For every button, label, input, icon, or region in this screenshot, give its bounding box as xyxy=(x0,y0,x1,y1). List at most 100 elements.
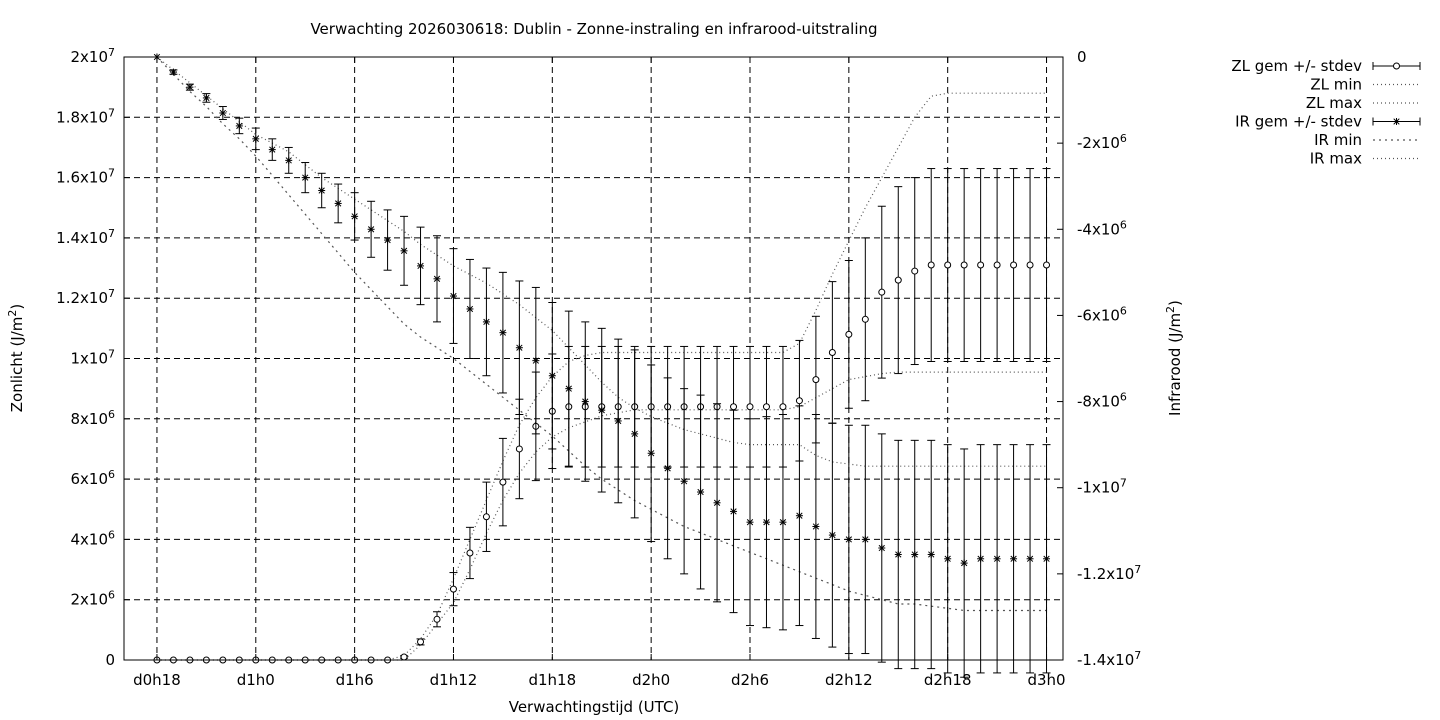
data-point xyxy=(894,276,902,284)
data-point xyxy=(878,544,886,552)
y-right-tick-label: -1x107 xyxy=(1077,477,1127,497)
data-point xyxy=(861,535,869,543)
y-label-left-text: Zonlicht (J/m2) xyxy=(6,304,26,413)
star-stroke xyxy=(269,146,276,153)
data-point xyxy=(219,109,227,117)
data-point xyxy=(795,512,803,520)
legend-label: ZL min xyxy=(1310,76,1362,94)
data-point xyxy=(334,199,342,207)
star-stroke xyxy=(878,544,885,552)
legend-entry: ZL min xyxy=(1310,76,1420,94)
data-point xyxy=(169,68,177,76)
data-point xyxy=(680,477,688,485)
star-stroke xyxy=(367,226,375,233)
x-tick-label: d2h0 xyxy=(632,671,670,689)
star-stroke xyxy=(697,488,704,496)
data-point xyxy=(1043,261,1051,269)
data-point xyxy=(614,417,622,425)
data-point xyxy=(713,499,721,507)
legend-entry: IR gem +/- stdev xyxy=(1235,113,1421,131)
y-left-tick-label: 2x107 xyxy=(70,46,115,66)
y-axis-label-left: Zonlicht (J/m2) xyxy=(6,304,26,413)
x-tick-label: d2h6 xyxy=(731,671,769,689)
x-tick-label: d0h18 xyxy=(133,671,181,689)
star-stroke xyxy=(730,508,737,515)
data-point xyxy=(647,449,655,457)
star-stroke xyxy=(615,417,622,425)
data-point xyxy=(977,555,985,563)
y-left-tick-label: 1x107 xyxy=(70,348,115,368)
data-point xyxy=(449,585,457,593)
star-stroke xyxy=(236,122,243,130)
star-stroke xyxy=(779,519,787,526)
data-point xyxy=(482,318,490,326)
star-stroke xyxy=(532,357,539,364)
data-point xyxy=(746,518,754,526)
legend-label: IR gem +/- stdev xyxy=(1235,113,1362,131)
x-axis-label: Verwachtingstijd (UTC) xyxy=(509,698,680,716)
data-point xyxy=(944,555,952,563)
star-stroke xyxy=(1010,555,1017,562)
star-stroke xyxy=(400,247,408,254)
data-point xyxy=(960,559,968,567)
star-stroke xyxy=(351,213,358,220)
star-stroke xyxy=(862,536,869,543)
star-stroke xyxy=(219,109,226,117)
star-stroke xyxy=(1393,118,1400,125)
y-right-tick-label: -1.4x107 xyxy=(1077,649,1141,669)
star-stroke xyxy=(1043,555,1050,562)
star-stroke xyxy=(516,344,523,351)
data-point xyxy=(417,638,425,646)
y-axis-label-right: Infrarood (J/m2) xyxy=(1164,300,1184,416)
grid xyxy=(124,57,1063,660)
data-point xyxy=(565,385,573,393)
data-point xyxy=(927,261,935,269)
x-tick-label: d1h6 xyxy=(336,671,374,689)
star-stroke xyxy=(746,519,754,526)
star-stroke xyxy=(335,200,342,207)
data-point xyxy=(1026,261,1034,269)
data-point xyxy=(384,236,392,244)
data-point xyxy=(828,348,836,356)
x-tick-label: d3h0 xyxy=(1027,671,1065,689)
data-point xyxy=(878,288,886,296)
data-point xyxy=(285,156,293,164)
star-stroke xyxy=(499,329,507,336)
legend-marker xyxy=(1393,62,1400,70)
star-stroke xyxy=(680,478,688,485)
star-stroke xyxy=(186,83,194,91)
data-point xyxy=(762,518,770,526)
y-right-tick-label: -8x106 xyxy=(1077,391,1127,411)
y-right-tick-label: 0 xyxy=(1077,48,1087,66)
data-point xyxy=(515,344,523,352)
data-point xyxy=(433,275,441,283)
star-stroke xyxy=(598,407,605,414)
data-point xyxy=(598,406,606,414)
y-left-tick-label: 8x106 xyxy=(70,408,115,428)
star-stroke xyxy=(648,450,655,457)
star-stroke xyxy=(582,398,589,405)
star-stroke xyxy=(1026,555,1034,562)
data-point xyxy=(746,403,754,411)
legend-entry: ZL max xyxy=(1306,94,1420,112)
star-stroke xyxy=(911,551,918,558)
data-point xyxy=(417,262,425,270)
data-point xyxy=(318,187,326,195)
y-label-right-text: Infrarood (J/m2) xyxy=(1164,300,1184,416)
data-point xyxy=(944,261,952,269)
star-stroke xyxy=(384,236,391,244)
x-tick-label: d2h12 xyxy=(825,671,873,689)
legend-marker xyxy=(1393,118,1400,125)
data-point xyxy=(911,267,919,275)
star-stroke xyxy=(466,305,474,313)
star-stroke xyxy=(928,551,935,558)
star-stroke xyxy=(549,372,556,379)
data-point xyxy=(351,212,359,220)
y-right-tick-label: -4x106 xyxy=(1077,218,1127,238)
data-point xyxy=(532,357,540,365)
data-point xyxy=(1043,555,1051,563)
data-point xyxy=(186,83,194,91)
legend-label: ZL gem +/- stdev xyxy=(1231,57,1362,75)
star-stroke xyxy=(763,519,770,526)
